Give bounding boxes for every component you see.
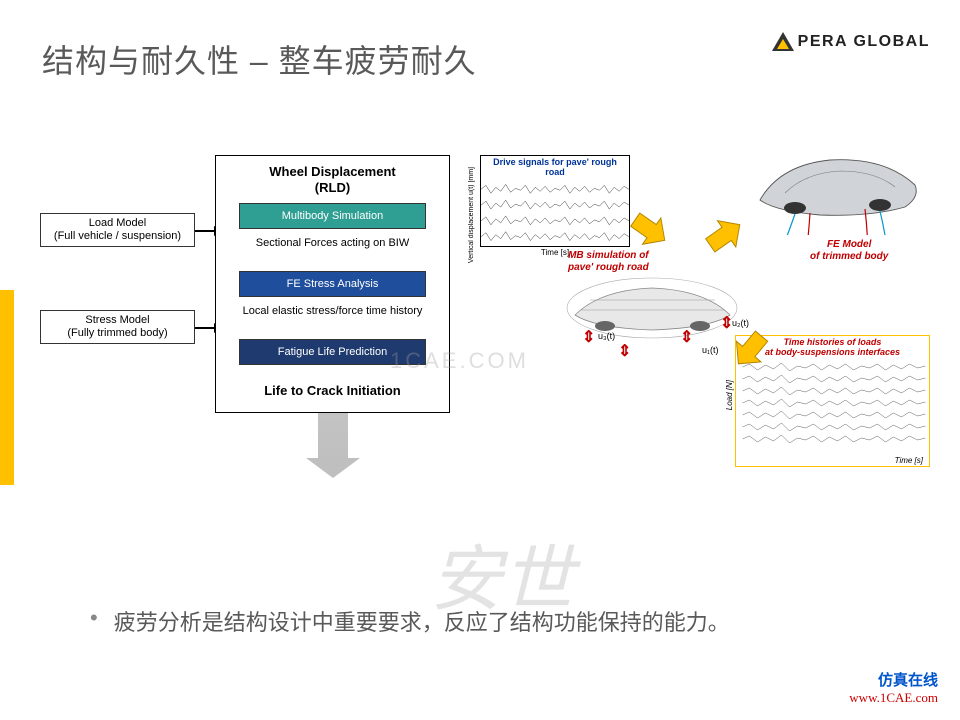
flow-stage: FE Stress Analysis: [239, 271, 426, 297]
label-line: of trimmed body: [810, 251, 888, 262]
watermark-url: 1CAE.COM: [390, 348, 529, 374]
red-arrow-icon: ⇕: [618, 341, 631, 361]
label-line: Load Model: [89, 217, 147, 229]
car-fe-body-icon: [750, 145, 925, 235]
brand-logo: PERA GLOBAL: [772, 32, 930, 51]
flow-inter-text: Sectional Forces acting on BIW: [224, 237, 441, 249]
label-line: (Fully trimmed body): [67, 327, 167, 339]
red-arrow-icon: ⇕: [582, 327, 595, 347]
slide-title: 结构与耐久性 – 整车疲劳耐久: [42, 36, 477, 82]
bullet-text: 疲劳分析是结构设计中重要要求，反应了结构功能保持的能力。: [114, 605, 730, 637]
u-label: u₃(t): [598, 331, 615, 341]
flow-stage: Multibody Simulation: [239, 203, 426, 229]
signal-noise-icon: [481, 179, 629, 243]
footer-url: www.1CAE.com: [849, 690, 938, 706]
flow-top-title: Wheel Displacement (RLD): [224, 164, 441, 197]
flow-title-line: Wheel Displacement: [269, 164, 395, 179]
red-arrow-icon: ⇕: [680, 327, 693, 347]
label-load-model: Load Model (Full vehicle / suspension): [40, 213, 195, 247]
drive-signals-chart: Drive signals for pave' rough road Time …: [480, 155, 630, 247]
diagram-area: Load Model (Full vehicle / suspension) S…: [40, 155, 930, 505]
logo-mark-icon: [772, 32, 794, 51]
fe-model-label: FE Model of trimmed body: [810, 239, 888, 263]
footer-brand: 仿真在线: [849, 669, 938, 690]
label-line: pave' rough road: [568, 262, 649, 273]
load-noise-icon: [736, 359, 929, 451]
yellow-arrow-icon: [697, 207, 753, 263]
label-line: Time histories of loads: [784, 337, 882, 347]
bullet-point: • 疲劳分析是结构设计中重要要求，反应了结构功能保持的能力。: [90, 605, 900, 637]
label-stress-model: Stress Model (Fully trimmed body): [40, 310, 195, 344]
label-line: (Full vehicle / suspension): [54, 230, 181, 242]
footer: 仿真在线 www.1CAE.com: [849, 669, 938, 706]
chart-xaxis: Time [s]: [736, 456, 929, 465]
flow-title-line: (RLD): [315, 180, 350, 195]
mb-sim-label: MB simulation of pave' rough road: [568, 250, 649, 274]
logo-text: PERA GLOBAL: [798, 33, 930, 51]
label-line: MB simulation of: [568, 250, 649, 261]
flow-inter-text: Local elastic stress/force time history: [224, 305, 441, 317]
chart-title: Drive signals for pave' rough road: [481, 156, 629, 179]
label-line: FE Model: [827, 239, 871, 250]
label-line: at body-suspensions interfaces: [765, 347, 900, 357]
chart-yaxis: Vertical displacement u(t) [mm]: [468, 167, 475, 263]
accent-bar: [0, 290, 14, 485]
label-line: Stress Model: [85, 314, 149, 326]
slide-header: 结构与耐久性 – 整车疲劳耐久 PERA GLOBAL: [42, 36, 930, 82]
chart-yaxis: Load [N]: [725, 380, 734, 410]
flow-result: Life to Crack Initiation: [224, 383, 441, 398]
u-label: u₁(t): [702, 345, 719, 355]
bullet-dot-icon: •: [90, 605, 98, 637]
right-illustration: Drive signals for pave' rough road Time …: [470, 155, 930, 495]
